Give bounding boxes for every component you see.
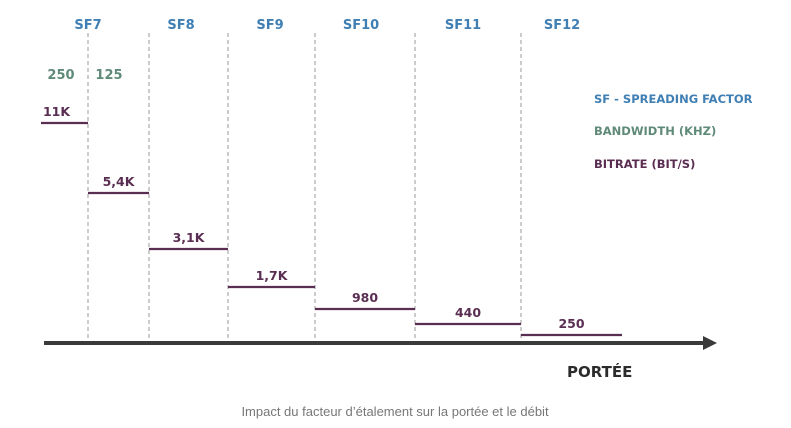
sf-label: SF7: [74, 18, 101, 33]
range-axis-label: PORTÉE: [567, 362, 632, 381]
bitrate-label: 3,1K: [173, 230, 206, 245]
bitrate-label: 11K: [43, 104, 71, 119]
bandwidth-label: 125: [95, 68, 122, 83]
bandwidth-label: 250: [47, 68, 74, 83]
bitrate-label: 440: [455, 305, 481, 320]
bitrate-label: 980: [352, 290, 378, 305]
sf-dividers: [87, 33, 522, 341]
sf-label: SF9: [256, 18, 283, 33]
figure-caption: Impact du facteur d’étalement sur la por…: [241, 404, 549, 419]
sf-label: SF8: [167, 18, 194, 33]
bitrate-steps: [41, 121, 622, 337]
bitrate-labels: 11K 5,4K 3,1K 1,7K 980 440 250: [43, 104, 585, 331]
bitrate-label: 5,4K: [103, 174, 136, 189]
range-axis-arrowhead: [703, 336, 717, 350]
bitrate-label: 1,7K: [256, 268, 289, 283]
legend-bitrate: BITRATE (BIT/S): [594, 157, 695, 171]
legend-bandwidth: BANDWIDTH (KHZ): [594, 124, 716, 138]
legend: SF - SPREADING FACTOR BANDWIDTH (KHZ) BI…: [594, 92, 753, 171]
bandwidth-labels: 250 125: [47, 68, 122, 83]
sf-label: SF10: [343, 18, 379, 33]
range-axis: [44, 336, 717, 350]
sf-label: SF12: [544, 18, 580, 33]
bitrate-label: 250: [558, 316, 584, 331]
sf-label: SF11: [445, 18, 481, 33]
legend-sf: SF - SPREADING FACTOR: [594, 92, 753, 106]
sf-labels: SF7 SF8 SF9 SF10 SF11 SF12: [74, 18, 580, 33]
